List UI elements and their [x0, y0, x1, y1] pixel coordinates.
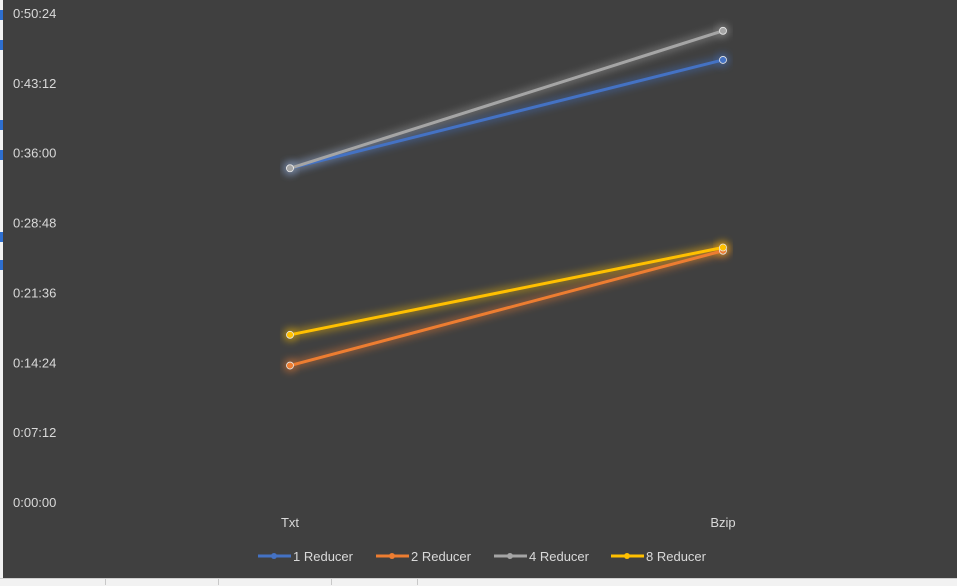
- left-edge-strip: [0, 0, 3, 585]
- series-line: [288, 249, 725, 368]
- legend-swatch-marker: [624, 553, 630, 559]
- data-point: [286, 361, 294, 370]
- edge-fragment: [0, 120, 3, 130]
- legend-label: 4 Reducer: [529, 549, 590, 564]
- data-point: [719, 243, 727, 252]
- strip-tick: [105, 579, 106, 585]
- y-tick-label: 0:43:12: [13, 76, 56, 91]
- data-point: [719, 26, 727, 35]
- series-line: [288, 58, 725, 170]
- legend-swatch-marker: [389, 553, 395, 559]
- y-tick-label: 0:14:24: [13, 355, 56, 370]
- y-tick-label: 0:00:00: [13, 495, 56, 510]
- edge-fragment: [0, 260, 3, 270]
- strip-tick: [331, 579, 332, 585]
- legend-label: 2 Reducer: [411, 549, 472, 564]
- legend-swatch-marker: [507, 553, 513, 559]
- legend-label: 8 Reducer: [646, 549, 707, 564]
- bottom-edge-strip: [0, 578, 957, 586]
- strip-tick: [218, 579, 219, 585]
- data-point: [286, 330, 294, 339]
- x-tick-label: Txt: [281, 515, 299, 530]
- y-tick-label: 0:36:00: [13, 146, 56, 161]
- series-line: [288, 246, 725, 337]
- edge-fragment: [0, 10, 3, 20]
- edge-fragment: [0, 232, 3, 242]
- y-tick-label: 0:28:48: [13, 216, 56, 231]
- y-tick-label: 0:50:24: [13, 6, 56, 21]
- series-line: [288, 29, 725, 170]
- legend-label: 1 Reducer: [293, 549, 354, 564]
- edge-fragment: [0, 150, 3, 160]
- data-point: [286, 164, 294, 173]
- edge-fragment: [0, 40, 3, 50]
- chart-area: [3, 0, 957, 578]
- y-tick-label: 0:21:36: [13, 285, 56, 300]
- legend-swatch-marker: [271, 553, 277, 559]
- data-point: [719, 56, 727, 64]
- x-tick-label: Bzip: [710, 515, 735, 530]
- strip-tick: [417, 579, 418, 585]
- y-tick-label: 0:07:12: [13, 425, 56, 440]
